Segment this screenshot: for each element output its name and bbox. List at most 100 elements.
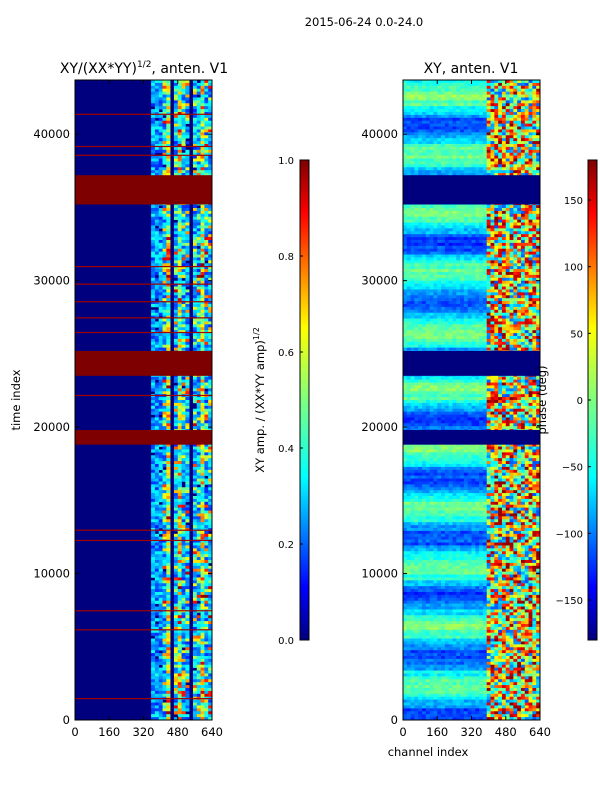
phase-cell bbox=[532, 94, 537, 98]
phase-cell bbox=[490, 80, 495, 84]
amplitude-cell bbox=[192, 498, 198, 503]
phase-cell bbox=[418, 85, 423, 90]
phase-cell bbox=[437, 112, 442, 116]
amplitude-cell bbox=[158, 341, 163, 346]
phase-cell bbox=[498, 132, 503, 136]
amplitude-cbar-tick-label-1: 0.2 bbox=[278, 540, 294, 551]
phase-cell bbox=[403, 208, 408, 212]
phase-cell bbox=[498, 158, 503, 162]
amplitude-cell bbox=[181, 423, 186, 427]
phase-cell bbox=[403, 141, 408, 145]
amplitude-cell bbox=[208, 568, 213, 572]
phase-cell bbox=[494, 114, 499, 119]
phase-cell bbox=[490, 231, 495, 235]
amplitude-cell bbox=[173, 144, 179, 148]
phase-cell bbox=[403, 103, 408, 107]
phase-cell bbox=[460, 141, 465, 145]
amplitude-cell bbox=[177, 673, 182, 677]
phase-cell bbox=[429, 161, 434, 165]
amplitude-cell bbox=[162, 251, 167, 255]
phase-cell bbox=[471, 100, 476, 104]
amplitude-cell bbox=[162, 144, 167, 148]
amplitude-cell bbox=[162, 545, 167, 549]
amplitude-cell bbox=[151, 117, 156, 122]
amplitude-cell bbox=[200, 466, 205, 471]
phase-cell bbox=[536, 114, 541, 119]
phase-cell bbox=[528, 205, 533, 209]
amplitude-cell bbox=[166, 632, 171, 636]
amplitude-cell bbox=[196, 120, 201, 124]
phase-cell bbox=[505, 94, 510, 98]
phase-cell bbox=[479, 126, 484, 130]
amplitude-cell bbox=[154, 443, 160, 447]
amplitude-cell bbox=[166, 141, 171, 145]
amplitude-cell bbox=[185, 632, 190, 636]
phase-cell bbox=[467, 82, 472, 87]
amplitude-cell bbox=[196, 545, 201, 549]
amplitude-cell bbox=[192, 693, 198, 698]
amplitude-cell bbox=[181, 455, 186, 459]
phase-cell bbox=[475, 231, 480, 235]
amplitude-cell bbox=[192, 321, 198, 325]
amplitude-cell bbox=[162, 109, 167, 113]
phase-cell bbox=[448, 129, 453, 133]
amplitude-cell bbox=[208, 638, 213, 642]
phase-cell bbox=[482, 88, 488, 92]
phase-cell bbox=[490, 161, 495, 165]
amplitude-cell bbox=[154, 344, 160, 348]
amplitude-cell bbox=[208, 112, 213, 116]
amplitude-cell bbox=[192, 458, 198, 462]
phase-cell bbox=[429, 222, 434, 226]
phase-cell bbox=[505, 208, 510, 212]
amplitude-cell bbox=[204, 100, 209, 104]
amplitude-cell bbox=[181, 306, 186, 311]
amplitude-cell bbox=[208, 458, 213, 462]
phase-cell bbox=[471, 120, 476, 124]
phase-cell bbox=[422, 91, 427, 95]
phase-cell bbox=[422, 129, 427, 133]
phase-cell bbox=[448, 85, 453, 90]
amplitude-cell bbox=[192, 685, 198, 689]
amplitude-cell bbox=[151, 280, 156, 284]
figure-suptitle: 2015-06-24 0.0-24.0 bbox=[305, 15, 424, 29]
phase-cell bbox=[509, 231, 514, 235]
phase-cell bbox=[414, 106, 419, 110]
amplitude-cell bbox=[181, 539, 186, 543]
amplitude-cell bbox=[158, 304, 163, 308]
phase-cell bbox=[414, 225, 419, 229]
phase-cell bbox=[437, 219, 442, 223]
amplitude-cell bbox=[166, 312, 171, 316]
amplitude-cell bbox=[158, 225, 163, 229]
phase-cell bbox=[433, 132, 438, 136]
phase-cell bbox=[406, 120, 411, 124]
amplitude-cell bbox=[162, 711, 167, 715]
amplitude-cell bbox=[181, 414, 186, 418]
amplitude-cell bbox=[166, 542, 171, 546]
phase-cell bbox=[475, 91, 480, 95]
amplitude-cell bbox=[181, 426, 186, 430]
amplitude-cell bbox=[173, 106, 179, 110]
phase-cell bbox=[501, 173, 507, 177]
amplitude-cell bbox=[158, 679, 163, 683]
amplitude-cell bbox=[166, 513, 171, 517]
amplitude-cell bbox=[181, 289, 186, 293]
amplitude-cell bbox=[166, 487, 171, 491]
phase-cell bbox=[509, 167, 514, 171]
amplitude-cell bbox=[185, 210, 190, 215]
amplitude-cell bbox=[185, 126, 190, 130]
phase-cell bbox=[448, 213, 453, 218]
phase-cell bbox=[501, 120, 507, 124]
phase-cell bbox=[444, 231, 449, 235]
amplitude-cell bbox=[208, 301, 213, 305]
phase-cell bbox=[513, 210, 518, 215]
amplitude-cell bbox=[173, 679, 179, 683]
phase-cell bbox=[429, 97, 434, 101]
phase-cell bbox=[490, 225, 495, 229]
amplitude-cell bbox=[185, 280, 190, 284]
phase-cell bbox=[456, 123, 461, 127]
amplitude-cell bbox=[154, 411, 160, 415]
amplitude-cell bbox=[204, 318, 209, 322]
amplitude-cell bbox=[151, 234, 156, 238]
amplitude-cell bbox=[154, 586, 160, 590]
phase-cell bbox=[418, 149, 423, 154]
